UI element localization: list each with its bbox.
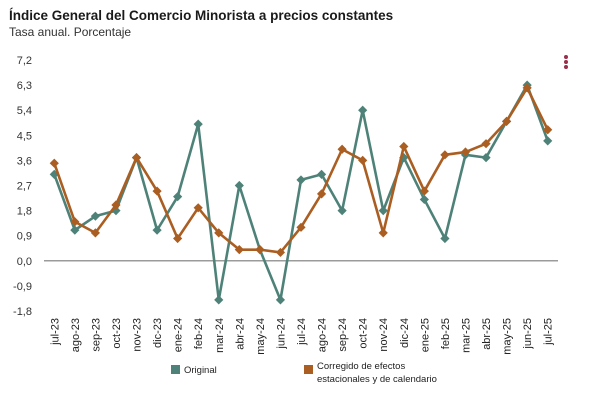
series-1-point[interactable] [131, 153, 142, 163]
y-tick-label: -0,9 [13, 281, 32, 293]
legend-swatch-original [171, 365, 180, 374]
series-0-point[interactable] [419, 194, 429, 205]
series-1-point[interactable] [90, 228, 100, 238]
series-0-point[interactable] [275, 295, 286, 305]
x-tick-label: may-25 [502, 318, 514, 355]
y-tick-label: 0,9 [17, 231, 32, 243]
x-tick-label: ene-24 [173, 318, 185, 352]
series-1-point[interactable] [399, 141, 409, 152]
series-0-point[interactable] [214, 295, 224, 305]
x-tick-label: mar-24 [214, 318, 226, 353]
x-tick-label: abr-25 [481, 318, 493, 350]
x-tick-label: may-24 [255, 318, 267, 355]
series-0-point[interactable] [193, 119, 203, 129]
x-tick-label: ago-24 [317, 318, 329, 352]
series-0-point[interactable] [173, 192, 183, 202]
legend-label-corregido-line2: estacionales y de calendario [317, 374, 437, 385]
series-1-point[interactable] [234, 245, 244, 255]
series-0-point[interactable] [543, 136, 553, 146]
series-1-point[interactable] [337, 144, 347, 154]
x-axis: jul-23 ago-23 sep-23 oct-23 nov-23 dic-23 ene-… [49, 318, 554, 355]
series-0-point[interactable] [296, 175, 306, 185]
series-1-point[interactable] [358, 155, 368, 165]
series-0-point[interactable] [152, 225, 162, 235]
legend-label-original: Original [184, 365, 217, 376]
series-1-point[interactable] [193, 203, 203, 213]
legend-swatch-corregido [304, 365, 313, 374]
series-1-point[interactable] [275, 247, 286, 258]
x-tick-label: dic-24 [399, 318, 411, 348]
x-tick-label: oct-24 [358, 318, 370, 349]
series-0-point[interactable] [234, 180, 244, 191]
x-tick-label: jul-23 [49, 318, 61, 346]
y-tick-label: 0,0 [17, 256, 32, 268]
series-1-point[interactable] [440, 150, 450, 160]
series-1-point[interactable] [522, 83, 532, 93]
series-0-point[interactable] [481, 153, 491, 163]
series-1-point[interactable] [419, 186, 429, 196]
y-tick-label: 4,5 [17, 130, 32, 142]
x-tick-label: nov-23 [132, 318, 144, 352]
y-axis: 7,2 6,3 5,4 4,5 3,6 2,7 1,8 0,9 0,0 -0,9 -1,8 [13, 55, 32, 318]
series-1-point[interactable] [460, 147, 471, 157]
x-tick-label: abr-24 [234, 318, 246, 350]
series-layer [49, 80, 553, 305]
series-0-point[interactable] [337, 206, 347, 216]
x-tick-label: jun-25 [522, 318, 534, 350]
x-tick-label: jun-24 [275, 318, 287, 350]
series-1-point[interactable] [481, 139, 491, 149]
legend: Original Corregido de efectos estacional… [171, 361, 437, 385]
x-tick-label: ene-25 [419, 318, 431, 352]
series-1-point[interactable] [296, 222, 306, 232]
series-0-point[interactable] [358, 105, 368, 115]
series-1-point[interactable] [502, 116, 512, 126]
series-1-point[interactable] [173, 233, 183, 244]
series-1-point[interactable] [111, 200, 121, 210]
x-tick-label: sep-23 [90, 318, 102, 352]
series-1-point[interactable] [70, 217, 80, 227]
y-tick-label: 2,7 [17, 181, 32, 193]
y-tick-label: 5,4 [17, 105, 32, 117]
series-1-point[interactable] [378, 228, 388, 238]
series-1-point[interactable] [49, 158, 59, 168]
x-tick-label: ago-23 [70, 318, 82, 352]
kebab-menu-icon[interactable] [560, 54, 572, 70]
series-0-point[interactable] [316, 169, 327, 179]
y-tick-label: 6,3 [17, 80, 32, 92]
series-1-point[interactable] [255, 245, 265, 255]
series-line-0 [53, 83, 549, 302]
y-tick-label: 3,6 [17, 155, 32, 167]
x-tick-label: jul-24 [296, 318, 308, 346]
x-tick-label: jul-25 [543, 318, 555, 346]
chart-subtitle: Tasa anual. Porcentaje [9, 25, 132, 39]
x-tick-label: dic-23 [152, 318, 164, 348]
series-1-point[interactable] [152, 186, 162, 196]
y-tick-label: 7,2 [17, 55, 32, 67]
x-tick-label: mar-25 [460, 318, 472, 353]
series-0-point[interactable] [49, 169, 59, 179]
legend-label-corregido-line1: Corregido de efectos [317, 361, 405, 372]
series-0-point[interactable] [440, 233, 450, 244]
series-0-point[interactable] [90, 211, 100, 221]
x-tick-label: feb-24 [193, 318, 205, 349]
y-tick-label: -1,8 [13, 306, 32, 318]
series-0-point[interactable] [378, 206, 388, 216]
series-1-point[interactable] [316, 189, 327, 199]
chart-title: Índice General del Comercio Minorista a … [9, 8, 394, 23]
x-tick-label: feb-25 [440, 318, 452, 349]
series-1-point[interactable] [543, 125, 553, 135]
x-tick-label: oct-23 [111, 318, 123, 349]
series-1-point[interactable] [214, 228, 224, 238]
x-tick-label: sep-24 [337, 318, 349, 352]
series-0-point[interactable] [70, 225, 80, 235]
y-tick-label: 1,8 [17, 206, 32, 218]
x-tick-label: nov-24 [378, 318, 390, 352]
